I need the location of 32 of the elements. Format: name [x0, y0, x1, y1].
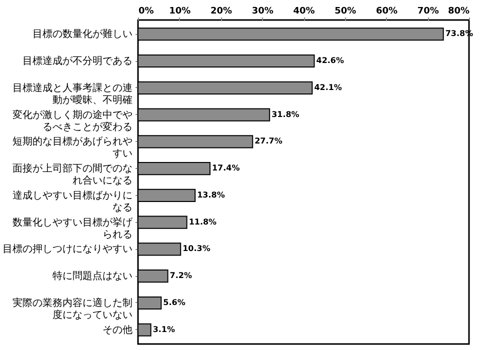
y-tick-label: 面接が上司部下の間でのなれ合いになる: [12, 162, 132, 187]
x-tick-label: 80%: [448, 6, 470, 16]
y-tick-label: 変化が激しく期の途中でやるべきことが変わる: [12, 108, 132, 133]
y-tick-label: 目標達成が不分明である: [22, 55, 132, 68]
data-label: 7.2%: [170, 271, 192, 280]
y-tick-label: 達成しやすい目標ばかりになる: [12, 189, 132, 214]
x-tick-label: 20%: [210, 6, 232, 16]
x-tick-label: 0%: [138, 6, 154, 16]
x-tick-label: 10%: [169, 6, 191, 16]
data-label: 17.4%: [212, 164, 240, 173]
y-tick-label: 目標の押しつけになりやすい: [2, 243, 132, 256]
data-label: 13.8%: [197, 190, 225, 200]
data-label: 10.3%: [182, 244, 210, 254]
y-tick-label: 特に問題点はない: [52, 270, 132, 282]
y-tick-label: 短期的な目標があげられやすい: [12, 136, 132, 160]
y-tick-label: 数量化しやすい目標が挙げられる: [12, 216, 134, 240]
x-tick-label: 70%: [417, 6, 439, 16]
data-label: 42.6%: [316, 56, 344, 66]
y-tick-label: その他: [102, 324, 132, 336]
y-tick-label: 目標達成と人事考課との連動が曖昧、不明確: [12, 82, 132, 106]
data-label: 42.1%: [314, 82, 342, 92]
data-label: 31.8%: [272, 110, 300, 119]
data-label: 11.8%: [188, 217, 217, 226]
data-label: 3.1%: [152, 324, 176, 334]
x-tick-label: 40%: [293, 6, 315, 16]
x-tick-label: 30%: [252, 6, 274, 16]
x-tick-label: 60%: [376, 6, 398, 16]
x-tick-label: 50%: [334, 6, 356, 16]
y-tick-label: 実際の業務内容に適した制度になっていない: [12, 296, 132, 321]
data-label: 5.6%: [163, 298, 186, 307]
data-label: 27.7%: [254, 136, 282, 146]
y-tick-label: 目標の数量化が難しい: [32, 28, 132, 40]
